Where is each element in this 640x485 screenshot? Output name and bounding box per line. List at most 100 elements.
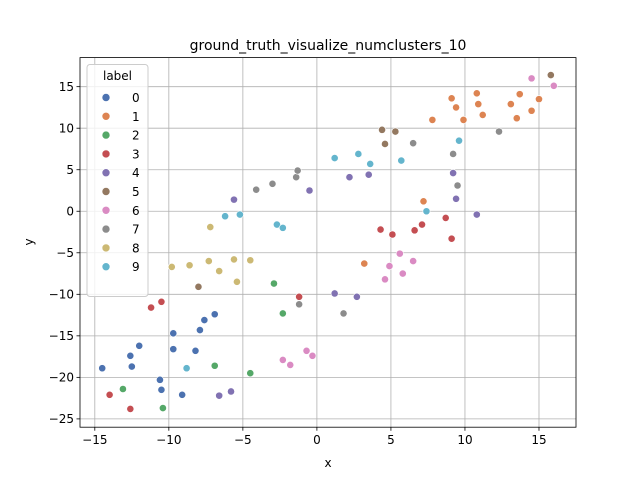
legend-box [86,64,149,297]
x-tick-label: 0 [313,433,321,447]
legend-label: 6 [132,204,140,218]
data-point [292,173,301,182]
data-point [535,95,543,104]
data-point [391,127,400,136]
legend-label: 5 [132,185,140,199]
data-point [169,345,178,354]
x-tick-label: 10 [457,433,472,447]
data-point [159,404,167,412]
data-point [452,194,460,203]
data-point [453,181,462,190]
data-point [302,346,311,355]
data-point [126,351,135,360]
data-point [252,185,261,194]
legend-marker [101,112,111,121]
data-point [330,154,339,162]
data-point [449,150,458,158]
data-point [178,390,187,399]
legend-marker [101,262,111,272]
x-tick-label: −5 [234,433,252,447]
data-point [385,262,394,270]
x-tick-label: −15 [82,433,107,447]
data-point [221,212,229,221]
legend-label: 4 [132,166,140,180]
chart-title: ground_truth_visualize_numclusters_10 [190,38,467,54]
data-point [196,326,204,334]
data-point [191,346,200,355]
data-point [515,90,524,99]
data-point [339,309,348,318]
x-axis-label: x [324,456,331,470]
legend-marker [101,206,111,215]
data-point [246,369,255,378]
series-3 [105,213,456,413]
data-point [169,329,178,338]
data-point [105,390,114,399]
data-point [273,220,281,229]
data-point [215,267,224,275]
data-point [135,341,144,350]
data-point [410,226,419,235]
data-point [126,405,135,413]
data-point [549,81,558,90]
data-point [366,160,375,168]
legend-title: label [103,69,132,83]
series-1 [360,89,543,268]
data-point [147,303,155,312]
data-point [119,385,127,393]
x-tick-label: 5 [387,433,395,447]
data-point [398,269,407,278]
series-9 [182,136,463,373]
data-point [441,213,450,222]
x-tick-label: 15 [531,433,546,447]
y-tick-label: −5 [56,246,74,260]
data-point [157,297,166,306]
legend-label: 3 [132,147,140,161]
y-tick-label: 5 [66,163,74,177]
data-point [278,356,287,364]
y-tick-label: 0 [66,205,74,219]
data-point [527,74,536,83]
data-point [246,256,255,265]
data-point [495,127,503,136]
y-tick-label: 15 [59,80,74,94]
data-point [200,316,209,324]
data-point [98,364,107,373]
data-point [182,364,191,373]
data-point [185,261,194,270]
data-point [305,186,314,195]
data-point [308,351,317,360]
data-point [206,223,215,231]
data-point [381,140,389,148]
y-tick-label: −20 [49,371,74,385]
x-tick-label: −10 [156,433,181,447]
data-point [295,300,304,309]
series-4 [215,169,481,400]
legend-marker [101,187,111,196]
legend-marker [101,130,111,140]
data-point [506,100,515,109]
legend-label: 9 [132,260,140,274]
data-point [227,387,235,396]
data-point [204,257,213,265]
series-5 [194,71,555,291]
data-point [447,234,456,243]
data-point [352,292,361,301]
data-point [527,106,536,115]
legend-marker [101,243,111,253]
plot-frame [79,57,577,428]
y-tick-label: −10 [49,288,74,302]
y-tick-label: 10 [59,121,74,135]
legend-marker [101,168,111,177]
data-point [157,385,166,394]
data-point [268,179,277,188]
data-point [167,263,176,271]
data-points [98,71,558,413]
data-point [388,230,397,239]
data-point [230,195,238,204]
data-point [210,361,219,370]
data-point [230,255,238,264]
data-point [210,310,219,319]
data-point [455,136,463,145]
data-point [378,125,386,134]
